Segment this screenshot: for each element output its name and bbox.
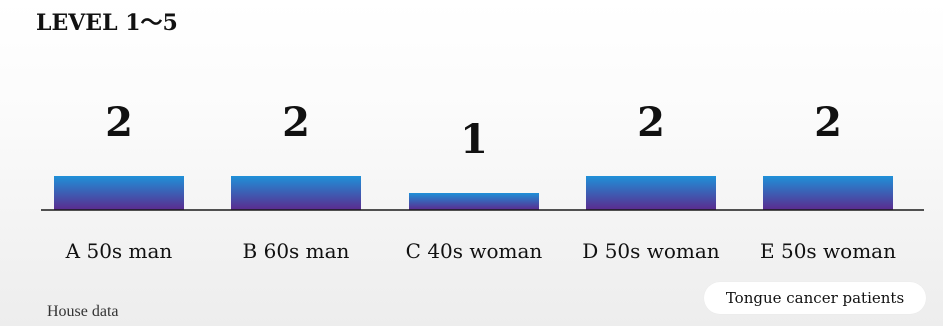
value-label: 2	[814, 99, 842, 146]
bar-c	[409, 193, 539, 210]
bar-d	[586, 176, 716, 210]
category-label: B 60s man	[243, 239, 350, 263]
category-label: A 50s man	[65, 239, 173, 263]
chart-marks: 2 A 50s man 2 B 60s man 1 C 40s woman 2 D 50s w…	[54, 99, 896, 263]
category-label: C 40s woman	[406, 239, 543, 263]
badge-text: Tongue cancer patients	[725, 289, 905, 307]
value-label: 2	[637, 99, 665, 146]
value-label: 2	[105, 99, 133, 146]
source-label: House data	[47, 303, 119, 320]
level-label: LEVEL 1〜5	[36, 10, 178, 36]
tongue-cancer-badge: Tongue cancer patients	[704, 282, 926, 314]
bar-b	[231, 176, 361, 210]
value-label: 2	[282, 99, 310, 146]
value-label: 1	[460, 116, 488, 163]
bar-a	[54, 176, 184, 210]
category-label: D 50s woman	[582, 239, 720, 263]
bar-e	[763, 176, 893, 210]
category-label: E 50s woman	[760, 239, 896, 263]
